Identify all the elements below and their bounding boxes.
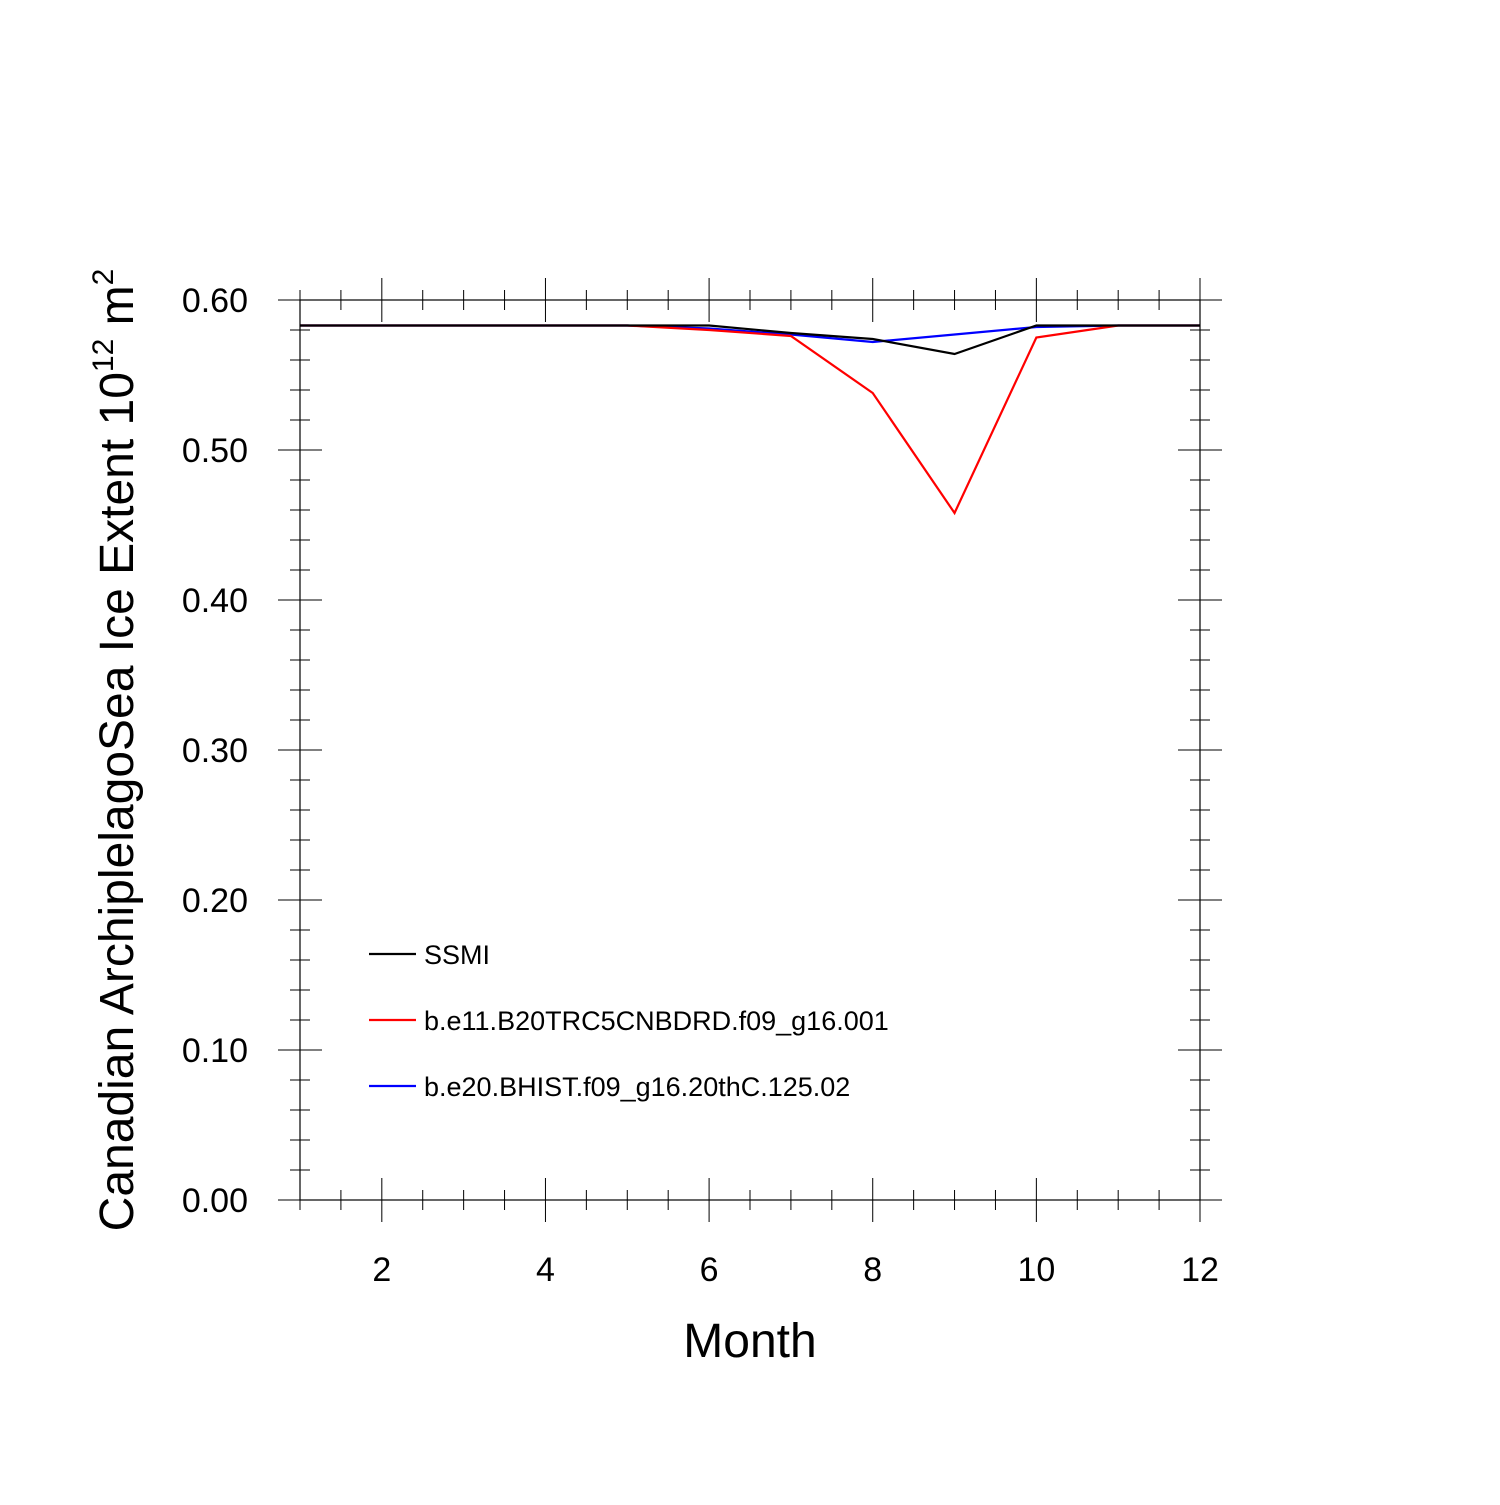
y-tick-label: 0.00 [182,1182,248,1220]
labels-layer: 2 4 6 8 10 12 0.00 0.10 0.20 0.30 0.40 0.50 0.60 [182,282,1219,1289]
x-tick-label: 6 [700,1251,719,1289]
series-line-b-e11 [300,324,1200,516]
y-tick-label: 0.20 [182,882,248,920]
y-tick-label: 0.50 [182,432,248,470]
x-tick-label: 10 [1017,1251,1055,1289]
y-axis-label-unit: m [91,285,144,338]
legend-label-b-e11: b.e11.B20TRC5CNBDRD.f09_g16.001 [424,1006,889,1036]
y-tick-label: 0.30 [182,732,248,770]
series-line-ssmi [300,324,1200,356]
legend-label-b-e20: b.e20.BHIST.f09_g16.20thC.125.02 [424,1072,850,1102]
plot-frame [299,299,1201,1201]
y-axis-label-exponent: 12 [87,339,120,372]
legend-label-ssmi: SSMI [424,940,490,970]
y-tick-label: 0.40 [182,582,248,620]
y-axis-label: Canadian ArchiplelagoSea Ice Extent 1012… [87,269,144,1232]
y-tick-label: 0.60 [182,282,248,320]
y-axis-label-main: Canadian ArchiplelagoSea Ice Extent 10 [91,372,144,1231]
x-axis-label: Month [683,1315,816,1368]
y-tick-label: 0.10 [182,1032,248,1070]
legend: SSMI b.e11.B20TRC5CNBDRD.f09_g16.001 b.e… [369,940,889,1102]
y-axis-label-unit-exponent: 2 [87,269,120,286]
series-layer [300,324,1200,516]
x-tick-label: 12 [1181,1251,1219,1289]
x-tick-label: 4 [536,1251,555,1289]
x-tick-label: 2 [372,1251,391,1289]
x-tick-label: 8 [863,1251,882,1289]
